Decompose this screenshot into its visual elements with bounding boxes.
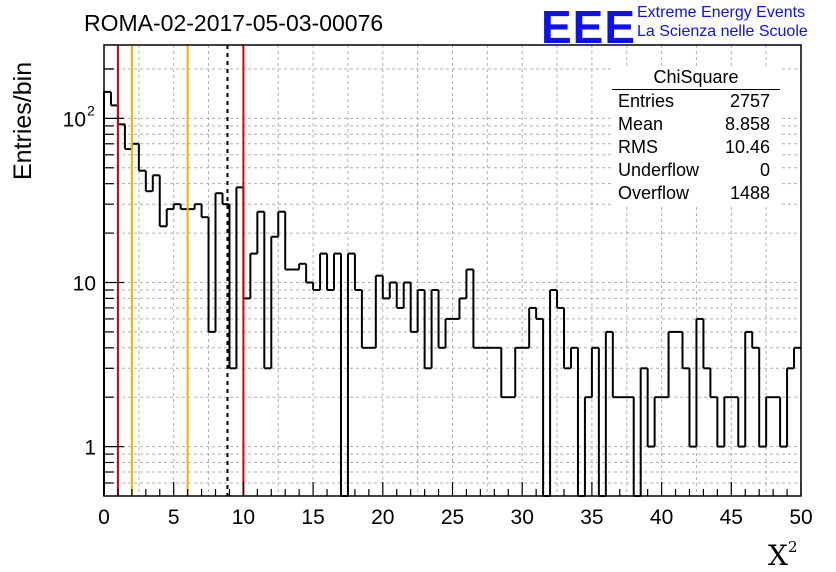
logo-subtitle-1: Extreme Energy Events [637, 4, 806, 21]
histogram-series [103, 90, 801, 497]
x-tick-label: 20 [371, 506, 394, 529]
x-tick-label: 10 [232, 506, 255, 529]
stats-label: Entries [618, 91, 675, 111]
axis-ticks [103, 68, 802, 496]
y-tick-label: 10 [63, 108, 86, 131]
x-tick-label: 45 [720, 506, 743, 529]
stats-row-rms: RMS 10.46 [612, 136, 780, 159]
x-axis-label: X2 [768, 538, 797, 572]
x-tick-label: 50 [789, 506, 812, 529]
stats-value: 0 [759, 160, 770, 180]
x-tick-label: 15 [301, 506, 324, 529]
stats-value: 8.858 [724, 114, 770, 134]
y-tick-label: 10 [73, 272, 96, 295]
reference-lines [116, 45, 245, 496]
stats-row-overflow: Overflow 1488 [612, 182, 780, 205]
eee-logo: EEE [541, 1, 637, 53]
stats-title: ChiSquare [612, 66, 780, 90]
x-tick-label: 25 [441, 506, 464, 529]
stats-row-mean: Mean 8.858 [612, 113, 780, 136]
x-tick-label: 0 [98, 506, 110, 529]
stats-row-entries: Entries 2757 [612, 90, 780, 113]
stats-label: Mean [618, 114, 664, 134]
x-axis-label-exponent: 2 [787, 538, 798, 556]
x-tick-label: 35 [580, 506, 603, 529]
stats-row-underflow: Underflow 0 [612, 159, 780, 182]
stats-label: RMS [618, 137, 658, 157]
chart-title: ROMA-02-2017-05-03-00076 [84, 10, 384, 36]
stats-label: Overflow [618, 183, 690, 203]
y-tick-label-exponent: 2 [87, 102, 95, 118]
logo-subtitle-2: La Scienza nelle Scuole [637, 23, 808, 40]
grid-lines [104, 45, 801, 496]
x-tick-label: 40 [650, 506, 673, 529]
stats-value: 2757 [729, 91, 770, 111]
y-axis-label: Entries/bin [9, 61, 37, 180]
stats-value: 10.46 [724, 137, 770, 157]
stats-box: ChiSquare Entries 2757 Mean 8.858 RMS 10.46… [612, 66, 780, 205]
x-tick-label: 30 [511, 506, 534, 529]
y-tick-label: 1 [84, 437, 96, 460]
stats-value: 1488 [729, 183, 770, 203]
x-axis-label-base: X [768, 539, 788, 572]
stats-label: Underflow [618, 160, 700, 180]
x-tick-label: 5 [168, 506, 180, 529]
